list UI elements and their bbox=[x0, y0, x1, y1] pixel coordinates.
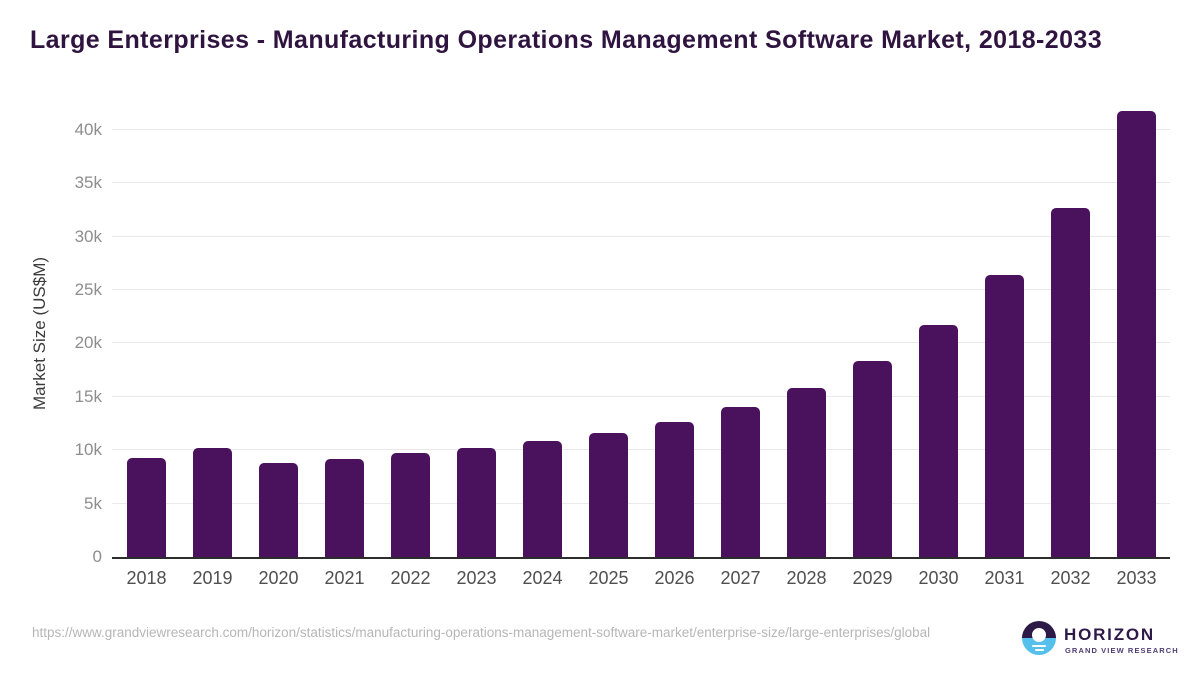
y-tick-label-0: 0 bbox=[92, 547, 102, 566]
bar-2031 bbox=[985, 274, 1024, 557]
gridline-25k bbox=[112, 289, 1170, 290]
x-tick-label-2022: 2022 bbox=[390, 568, 431, 588]
gridline-20k bbox=[112, 342, 1170, 344]
y-tick-label-10k: 10k bbox=[74, 440, 102, 460]
bar-2027 bbox=[721, 407, 760, 557]
page-title: Large Enterprises - Manufacturing Operat… bbox=[30, 26, 1102, 54]
x-tick-label-2021: 2021 bbox=[324, 568, 365, 588]
bar-2021 bbox=[325, 458, 364, 557]
x-tick-label-2023: 2023 bbox=[456, 568, 497, 588]
x-tick-label-2028: 2028 bbox=[786, 568, 827, 588]
gridline-10k bbox=[112, 449, 1170, 451]
x-tick-label-2019: 2019 bbox=[192, 568, 233, 588]
bar-2022 bbox=[391, 453, 430, 557]
gridline-5k bbox=[112, 502, 1170, 504]
y-tick-label-15k: 15k bbox=[74, 386, 102, 406]
horizon-logo: HORIZON GRAND VIEW RESEARCH bbox=[1022, 620, 1182, 660]
bar-2026 bbox=[655, 422, 694, 557]
x-tick-label-2027: 2027 bbox=[720, 568, 761, 588]
bar-2025 bbox=[589, 433, 628, 557]
logo-tagline-text: GRAND VIEW RESEARCH bbox=[1065, 646, 1179, 655]
y-tick-label-35k: 35k bbox=[74, 173, 102, 193]
y-tick-label-30k: 30k bbox=[74, 226, 102, 246]
horizon-line-icon bbox=[1032, 644, 1046, 647]
plot-area bbox=[112, 110, 1170, 559]
gridline-30k bbox=[112, 235, 1170, 237]
horizon-line2-icon bbox=[1034, 648, 1044, 651]
y-tick-label-20k: 20k bbox=[74, 333, 102, 353]
y-tick-label-25k: 25k bbox=[74, 280, 102, 299]
x-tick-label-2025: 2025 bbox=[588, 568, 629, 588]
bar-2028 bbox=[787, 388, 826, 557]
logo-brand-text: HORIZON bbox=[1064, 625, 1155, 644]
bar-2019 bbox=[193, 447, 232, 557]
bar-2018 bbox=[127, 457, 166, 557]
bar-2033 bbox=[1117, 110, 1156, 557]
bar-2029 bbox=[853, 361, 892, 557]
x-axis-ticks: 2018 2019 2020 2021 2022 2023 2024 2025 2026 2027… bbox=[112, 568, 1170, 592]
x-tick-label-2029: 2029 bbox=[852, 568, 893, 588]
y-axis-ticks: 0 5k 10k 15k 20k 25k 30k 35k 40k bbox=[42, 110, 102, 565]
gridline-35k bbox=[112, 182, 1170, 184]
x-tick-label-2030: 2030 bbox=[918, 568, 959, 588]
bar-2023 bbox=[457, 448, 496, 557]
x-axis-line bbox=[112, 557, 1170, 559]
y-tick-label-5k: 5k bbox=[84, 493, 102, 513]
x-tick-label-2031: 2031 bbox=[984, 568, 1025, 588]
gridline-15k bbox=[112, 395, 1170, 397]
source-url: https://www.grandviewresearch.com/horizo… bbox=[32, 625, 931, 640]
x-tick-label-2033: 2033 bbox=[1116, 568, 1157, 588]
bar-2030 bbox=[919, 325, 958, 557]
bar-2020 bbox=[259, 463, 298, 557]
x-tick-label-2024: 2024 bbox=[522, 568, 563, 588]
x-tick-label-2018: 2018 bbox=[126, 568, 167, 588]
gridline-40k bbox=[112, 128, 1170, 130]
y-tick-label-40k: 40k bbox=[74, 119, 102, 139]
sun-circle-icon bbox=[1032, 628, 1046, 642]
horizon-sun-icon bbox=[1022, 621, 1056, 655]
x-tick-label-2032: 2032 bbox=[1050, 568, 1091, 588]
bar-2032 bbox=[1051, 207, 1090, 557]
x-tick-label-2026: 2026 bbox=[654, 568, 695, 588]
bar-2024 bbox=[523, 441, 562, 557]
x-tick-label-2020: 2020 bbox=[258, 568, 299, 588]
